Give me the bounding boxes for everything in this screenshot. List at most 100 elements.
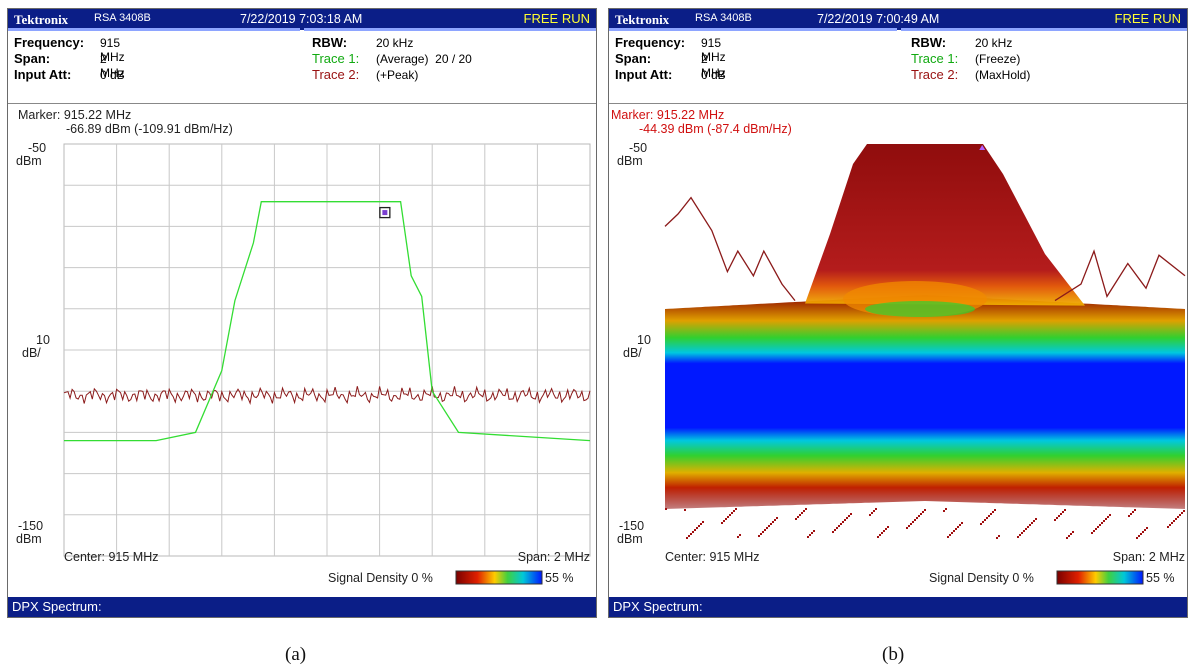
input-att-value[interactable]: 0 dB (701, 68, 726, 82)
dpx-speckle (1058, 515, 1060, 517)
dpx-speckle (1169, 524, 1171, 526)
dpx-speckle (766, 527, 768, 529)
dpx-speckle (1029, 524, 1031, 526)
dpx-speckle (980, 523, 982, 525)
plot-area: Marker: 915.22 MHz -44.39 dBm (-87.4 dBm… (609, 103, 1187, 597)
dpx-speckle (990, 513, 992, 515)
dpx-speckle (1066, 537, 1068, 539)
trace2-maxhold-right (1054, 249, 1186, 302)
dpx-speckle (1167, 526, 1169, 528)
dpx-speckle (955, 528, 957, 530)
trace2-maxhold-left (664, 196, 796, 302)
dpx-speckle (696, 527, 698, 529)
model-label: RSA 3408B (695, 12, 752, 24)
dpx-speckle (953, 530, 955, 532)
dpx-speckle (1103, 520, 1105, 522)
dpx-speckle (1054, 519, 1056, 521)
dpx-speckle (1175, 518, 1177, 520)
y-top-unit: dBm (16, 154, 42, 168)
rbw-value[interactable]: 20 kHz (975, 36, 1013, 50)
dpx-speckle (690, 533, 692, 535)
dpx-speckle (873, 510, 875, 512)
span-label: Span: (615, 51, 652, 66)
trace1-value[interactable]: (Average) 20 / 20 (376, 52, 472, 66)
brand-label: Tektronix (615, 12, 670, 27)
dpx-speckle (959, 524, 961, 526)
trace2-value[interactable]: (MaxHold) (975, 68, 1031, 82)
dpx-speckle (801, 512, 803, 514)
dpx-speckle (920, 513, 922, 515)
frequency-value[interactable]: 915 MHz (701, 36, 726, 64)
dpx-speckle (875, 508, 877, 510)
dpx-speckle (1072, 531, 1074, 533)
density-max-label: 55 % (545, 571, 574, 585)
dpx-speckle (1171, 522, 1173, 524)
dpx-speckle (998, 535, 1000, 537)
dpx-speckle (1017, 536, 1019, 538)
marker-diamond (382, 210, 388, 216)
input-att-value[interactable]: 0 dB (100, 68, 125, 82)
run-mode-label[interactable]: FREE RUN (1114, 11, 1181, 26)
rbw-label: RBW: (312, 35, 348, 50)
dpx-speckle (762, 531, 764, 533)
title-bar: Tektronix RSA 3408B 7/22/2019 7:03:18 AM… (8, 9, 596, 30)
density-colorbar (1056, 570, 1144, 585)
dpx-speckle (1177, 516, 1179, 518)
dpx-speckle (949, 534, 951, 536)
dpx-density-chart: Marker: 915.22 MHz -44.39 dBm (-87.4 dBm… (611, 108, 1186, 585)
dpx-speckle (986, 517, 988, 519)
run-mode-label[interactable]: FREE RUN (523, 11, 590, 26)
span-value[interactable]: 2 MHz (701, 52, 726, 80)
dpx-speckle (881, 532, 883, 534)
span-value[interactable]: 2 MHz (100, 52, 125, 80)
dpx-speckle (957, 526, 959, 528)
dpx-speckle (1134, 509, 1136, 511)
spectrum-panel-b: Tektronix RSA 3408B 7/22/2019 7:00:49 AM… (608, 8, 1188, 618)
dpx-speckle (840, 523, 842, 525)
dpx-speckle (906, 527, 908, 529)
dpx-speckle (842, 521, 844, 523)
dpx-speckle (982, 521, 984, 523)
input-att-label: Input Att: (615, 67, 673, 82)
marker-level-readout: -66.89 dBm (-109.91 dBm/Hz) (66, 122, 233, 136)
dpx-speckle (702, 521, 704, 523)
y-bottom-tick: -150 (18, 519, 43, 533)
model-label: RSA 3408B (94, 12, 151, 24)
span-footer-label: Span: 2 MHz (518, 550, 590, 564)
trace2-value[interactable]: (+Peak) (376, 68, 419, 82)
dpx-speckle (760, 533, 762, 535)
rbw-value[interactable]: 20 kHz (376, 36, 414, 50)
dpx-speckle (721, 522, 723, 524)
dpx-speckle (1138, 535, 1140, 537)
span-footer-label: Span: 2 MHz (1113, 550, 1185, 564)
center-frequency-label: Center: 915 MHz (665, 550, 759, 564)
dpx-speckle (1142, 531, 1144, 533)
dpx-speckle (988, 515, 990, 517)
dpx-speckle (1181, 512, 1183, 514)
trace1-value[interactable]: (Freeze) (975, 52, 1021, 66)
dpx-speckle (910, 523, 912, 525)
signal-density-label: Signal Density 0 % (328, 571, 433, 585)
dpx-speckle (700, 523, 702, 525)
dpx-speckle (1097, 526, 1099, 528)
frequency-value[interactable]: 915 MHz (100, 36, 125, 64)
caption-a: (a) (285, 644, 307, 665)
dpx-speckle (739, 534, 741, 536)
trace2-label: Trace 2: (312, 67, 360, 82)
dpx-speckle (1033, 520, 1035, 522)
dpx-speckle (951, 532, 953, 534)
dpx-speckle (916, 517, 918, 519)
dpx-speckle (803, 510, 805, 512)
mode-footer: DPX Spectrum: (8, 597, 596, 617)
dpx-speckle (1021, 532, 1023, 534)
dpx-speckle (846, 517, 848, 519)
dpx-speckle (838, 525, 840, 527)
title-bar: Tektronix RSA 3408B 7/22/2019 7:00:49 AM… (609, 9, 1187, 30)
y-bottom-tick: -150 (619, 519, 644, 533)
dpx-speckle (885, 528, 887, 530)
dpx-speckle (1136, 537, 1138, 539)
dpx-speckle (1068, 535, 1070, 537)
dpx-speckle (1130, 513, 1132, 515)
dpx-speckle (729, 514, 731, 516)
dpx-speckle (799, 514, 801, 516)
